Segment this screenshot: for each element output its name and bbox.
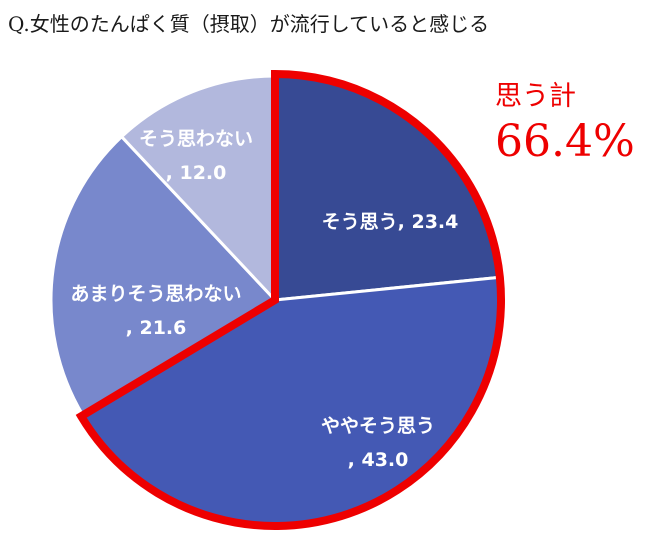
slice-label: そう思う, 23.4 (322, 211, 459, 233)
slice-label: ややそう思う, 43.0 (321, 415, 435, 471)
slice-labels: そう思う, 23.4 ややそう思う, 43.0 あまりそう思わない, 21.6 そう思… (70, 128, 458, 471)
slice-label: あまりそう思わない, 21.6 (70, 283, 241, 339)
chart-title: Q.女性のたんぱく質（摂取）が流行していると感じる (8, 12, 490, 36)
summary-callout: 思う計 66.4% (495, 80, 635, 170)
pie-slice (49, 135, 277, 417)
pie-slice (120, 74, 277, 302)
highlight-outline (75, 69, 505, 530)
summary-value: 66.4% (495, 116, 635, 167)
slice-label: そう思わない, 12.0 (139, 128, 253, 184)
summary-label: 思う計 (495, 81, 576, 112)
pie-slice (273, 74, 500, 302)
